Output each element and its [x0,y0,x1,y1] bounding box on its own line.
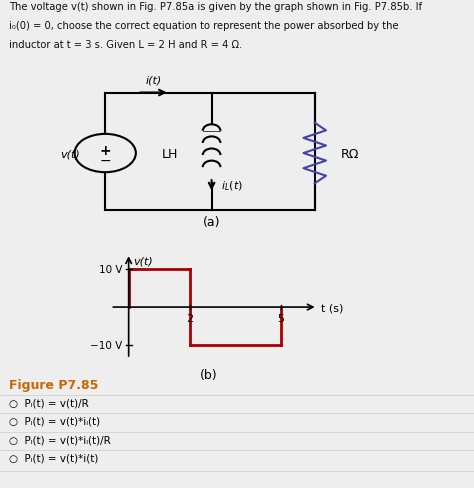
Text: ○  Pₗ(t) = v(t)/R: ○ Pₗ(t) = v(t)/R [9,398,89,407]
Text: ○  Pₗ(t) = v(t)*i(t): ○ Pₗ(t) = v(t)*i(t) [9,453,99,463]
Text: v(t): v(t) [133,256,153,265]
Text: +: + [100,143,111,158]
Text: 5: 5 [277,313,284,323]
Text: $i_L(t)$: $i_L(t)$ [221,179,243,193]
Text: (b): (b) [200,368,218,382]
Text: v(t): v(t) [60,149,80,159]
Text: t (s): t (s) [320,303,343,312]
Text: 2: 2 [186,313,193,323]
Text: 10 V: 10 V [99,264,123,274]
Text: (a): (a) [203,215,220,228]
Text: LH: LH [162,147,178,160]
Text: −: − [100,154,111,168]
Text: ○  Pₗ(t) = v(t)*iₗ(t): ○ Pₗ(t) = v(t)*iₗ(t) [9,416,100,426]
Text: −10 V: −10 V [91,341,123,351]
Text: RΩ: RΩ [340,147,359,160]
Text: i₀(0) = 0, choose the correct equation to represent the power absorbed by the: i₀(0) = 0, choose the correct equation t… [9,21,399,31]
Text: i(t): i(t) [146,75,162,85]
Text: The voltage v(t) shown in Fig. P7.85a is given by the graph shown in Fig. P7.85b: The voltage v(t) shown in Fig. P7.85a is… [9,2,423,12]
Text: Figure P7.85: Figure P7.85 [9,378,99,391]
Text: ○  Pₗ(t) = v(t)*iₗ(t)/R: ○ Pₗ(t) = v(t)*iₗ(t)/R [9,434,111,444]
Text: inductor at t = 3 s. Given L = 2 H and R = 4 Ω.: inductor at t = 3 s. Given L = 2 H and R… [9,40,243,49]
